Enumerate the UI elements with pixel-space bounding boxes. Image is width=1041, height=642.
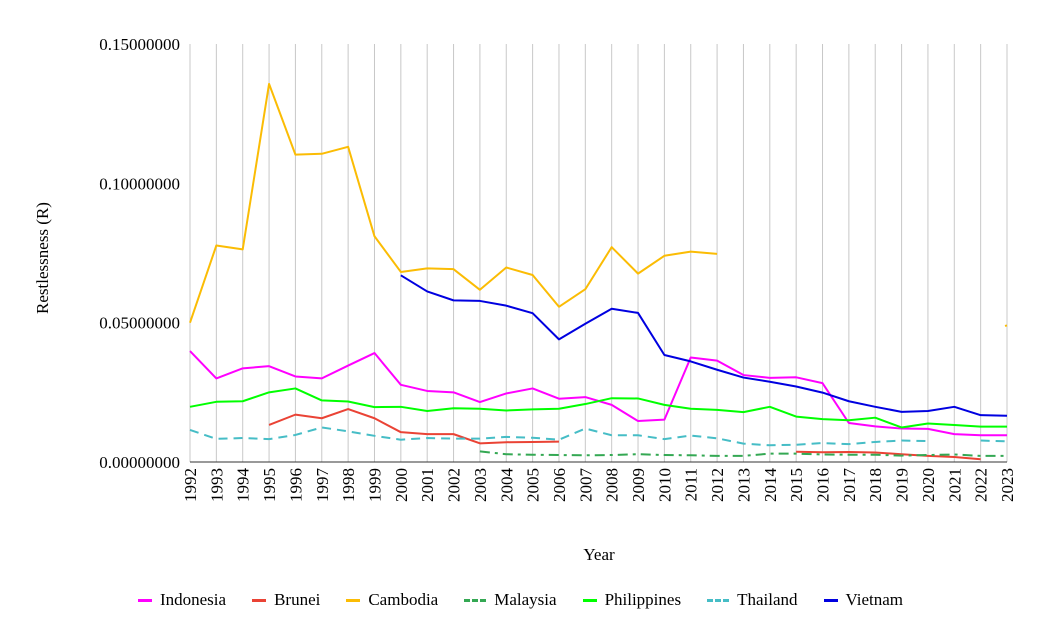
x-tick-label-2018: 2018: [866, 468, 885, 502]
legend-swatch: [346, 598, 361, 602]
grid-lines: [189, 44, 1008, 462]
legend-item-brunei: Brunei: [252, 590, 320, 610]
x-tick-label-2005: 2005: [524, 468, 543, 502]
tick-labels: 0.00000000 0.05000000 0.10000000 0.15000000…: [99, 35, 1017, 502]
series-lines: [189, 82, 1008, 461]
series-line-philippines: [189, 387, 1007, 429]
x-tick-label-2000: 2000: [392, 468, 411, 502]
legend-item-malaysia: Malaysia: [464, 590, 557, 610]
y-tick-label: 0.15000000: [99, 35, 180, 54]
x-tick-label-1995: 1995: [260, 468, 279, 502]
y-tick-label: 0.05000000: [99, 314, 180, 333]
chart-legend: Indonesia Brunei Cambodia Malaysia Philippin…: [0, 586, 1041, 614]
series-line-cambodia: [189, 82, 718, 323]
legend-label: Malaysia: [494, 590, 557, 609]
x-tick-label-2023: 2023: [998, 468, 1017, 502]
x-tick-label-1999: 1999: [365, 468, 384, 502]
x-tick-label-2007: 2007: [576, 468, 595, 503]
x-tick-label-2008: 2008: [603, 468, 622, 502]
x-tick-label-1998: 1998: [339, 468, 358, 502]
x-tick-label-2019: 2019: [893, 468, 912, 502]
legend-swatch: [582, 598, 597, 602]
legend-swatch: [464, 598, 487, 602]
legend-swatch: [137, 598, 152, 602]
legend-label: Vietnam: [845, 590, 904, 609]
x-tick-label-2014: 2014: [761, 468, 780, 503]
x-tick-label-2001: 2001: [418, 468, 437, 502]
x-tick-label-2003: 2003: [471, 468, 490, 502]
legend-label: Thailand: [737, 590, 798, 609]
x-tick-label-1994: 1994: [234, 468, 253, 503]
x-tick-label-2020: 2020: [919, 468, 938, 502]
series-line-brunei: [268, 408, 559, 445]
x-tick-label-2011: 2011: [682, 468, 701, 501]
x-axis-label: Year: [583, 545, 615, 564]
x-tick-label-2010: 2010: [655, 468, 674, 502]
legend-item-philippines: Philippines: [582, 590, 682, 610]
series-line-brunei: [796, 450, 981, 461]
x-tick-label-2015: 2015: [787, 468, 806, 502]
series-line-cambodia: [1004, 324, 1008, 327]
x-tick-label-1997: 1997: [313, 468, 332, 503]
series-line-vietnam: [400, 274, 1008, 417]
legend-swatch: [707, 598, 730, 602]
x-tick-label-2004: 2004: [497, 468, 516, 503]
legend-item-indonesia: Indonesia: [137, 590, 227, 610]
x-tick-label-1993: 1993: [207, 468, 226, 502]
legend-label: Philippines: [604, 590, 682, 609]
series-line-malaysia: [479, 450, 1007, 457]
x-tick-label-2002: 2002: [445, 468, 464, 502]
x-tick-label-2013: 2013: [734, 468, 753, 502]
legend-label: Cambodia: [368, 590, 439, 609]
legend-label: Brunei: [274, 590, 321, 609]
x-tick-label-2017: 2017: [840, 468, 859, 503]
x-tick-label-1992: 1992: [181, 468, 200, 502]
x-tick-label-2022: 2022: [972, 468, 991, 502]
x-tick-label-2009: 2009: [629, 468, 648, 502]
x-tick-label-1996: 1996: [286, 468, 305, 502]
series-line-indonesia: [189, 350, 1007, 437]
legend-item-cambodia: Cambodia: [346, 590, 438, 610]
x-tick-label-2012: 2012: [708, 468, 727, 502]
y-tick-label: 0.10000000: [99, 174, 180, 193]
legend-swatch: [823, 598, 838, 602]
y-tick-label: 0.00000000: [99, 453, 180, 472]
x-tick-label-2021: 2021: [945, 468, 964, 502]
legend-label: Indonesia: [159, 590, 227, 609]
legend-item-vietnam: Vietnam: [823, 590, 904, 610]
series-line-thailand: [980, 439, 1008, 443]
series-line-thailand: [189, 426, 928, 447]
x-tick-label-2006: 2006: [550, 468, 569, 502]
x-tick-label-2016: 2016: [814, 468, 833, 502]
legend-item-thailand: Thailand: [707, 590, 798, 610]
y-axis-label: Restlessness (R): [33, 202, 52, 314]
legend-swatch: [252, 598, 267, 602]
